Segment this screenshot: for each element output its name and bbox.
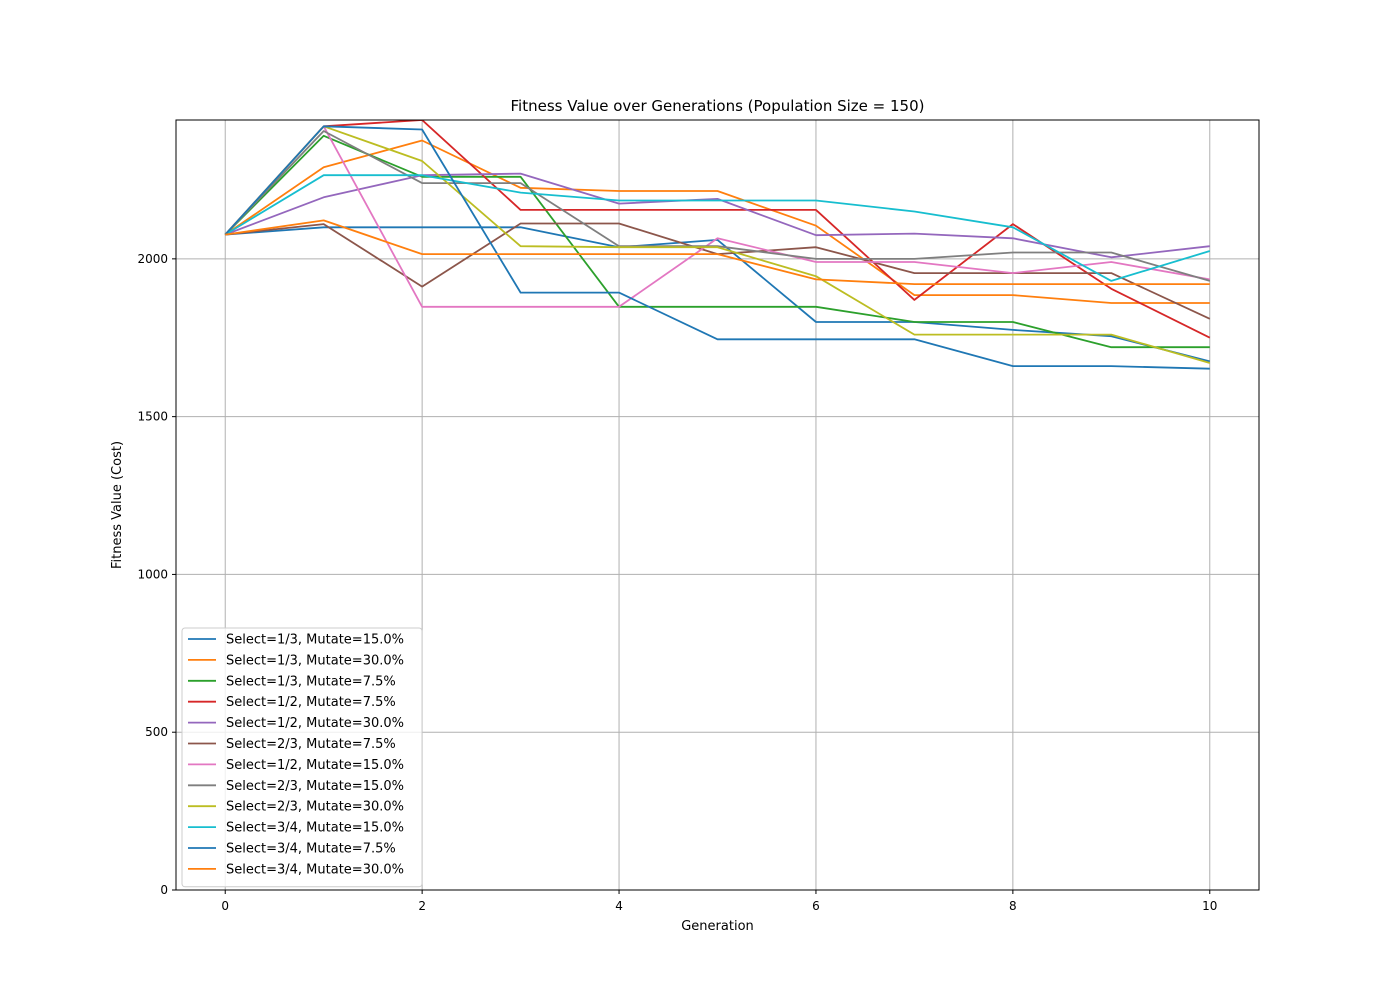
y-tick-label-0: 0 [160, 883, 168, 897]
series-line-7 [224, 125, 1210, 308]
series-line-9 [224, 125, 1211, 364]
legend-label-12: Select=3/4, Mutate=30.0% [226, 862, 404, 877]
y-tick-label-1000: 1000 [137, 567, 168, 581]
y-tick-label-2000: 2000 [137, 252, 168, 266]
x-tick-label-4: 4 [615, 899, 623, 913]
legend-label-10: Select=3/4, Mutate=15.0% [226, 821, 404, 836]
legend-label-7: Select=1/2, Mutate=15.0% [226, 758, 404, 773]
y-tick-label-500: 500 [145, 725, 168, 739]
x-tick-label-6: 6 [812, 899, 820, 913]
legend-label-9: Select=2/3, Mutate=30.0% [226, 800, 404, 815]
legend-label-11: Select=3/4, Mutate=7.5% [226, 842, 396, 857]
legend-label-6: Select=2/3, Mutate=7.5% [226, 737, 396, 752]
x-tick-label-0: 0 [221, 899, 229, 913]
legend-label-2: Select=1/3, Mutate=30.0% [226, 653, 404, 668]
legend-label-1: Select=1/3, Mutate=15.0% [226, 633, 404, 648]
series-line-3 [224, 134, 1210, 349]
series-lines [224, 120, 1211, 370]
series-line-10 [224, 174, 1211, 282]
x-tick-label-2: 2 [418, 899, 426, 913]
legend-label-8: Select=2/3, Mutate=15.0% [226, 779, 404, 794]
legend-box [181, 627, 423, 888]
legend-label-3: Select=1/3, Mutate=7.5% [226, 674, 396, 689]
series-line-1 [225, 226, 1211, 363]
series-line-8 [224, 130, 1211, 282]
y-axis-label: Fitness Value (Cost) [110, 441, 125, 569]
legend: Select=1/3, Mutate=15.0% Select=1/3, Muta… [181, 627, 423, 888]
x-tick-label-8: 8 [1009, 899, 1017, 913]
legend-label-4: Select=1/2, Mutate=7.5% [226, 695, 396, 710]
x-tick-label-10: 10 [1202, 899, 1217, 913]
x-axis-ticks: 0 2 4 6 8 10 [221, 890, 1217, 913]
plot-area-frame [175, 119, 1260, 891]
chart-title: Fitness Value over Generations (Populati… [511, 97, 925, 115]
y-tick-label-1500: 1500 [137, 410, 168, 424]
legend-label-5: Select=1/2, Mutate=30.0% [226, 716, 404, 731]
series-line-11 [224, 125, 1210, 370]
x-axis-label: Generation [681, 919, 754, 934]
series-line-12 [225, 219, 1210, 286]
y-axis-ticks: 0 500 1000 1500 2000 [137, 252, 176, 897]
